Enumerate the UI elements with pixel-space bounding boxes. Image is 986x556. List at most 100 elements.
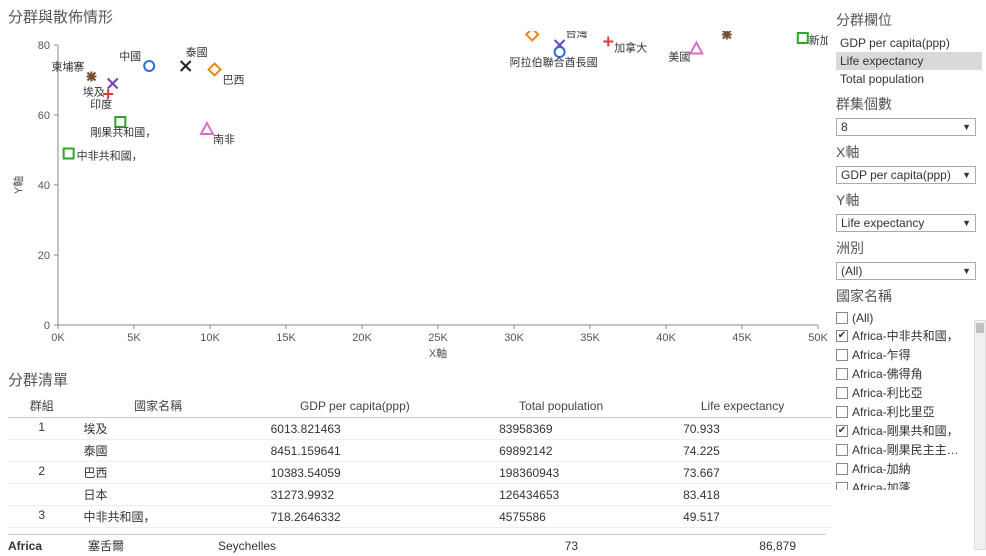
checkbox-icon[interactable] xyxy=(836,444,848,456)
table-row[interactable]: 3中非共和國，718.2646332457558649.517 xyxy=(8,506,832,528)
svg-text:10K: 10K xyxy=(200,332,220,344)
checkbox-icon[interactable]: ✔ xyxy=(836,330,848,342)
group-table: 群組國家名稱GDP per capita(ppp)Total populatio… xyxy=(8,394,832,528)
continent-title: 洲別 xyxy=(836,238,982,258)
bottom-c3: Seychelles xyxy=(218,539,428,553)
svg-text:15K: 15K xyxy=(276,332,296,344)
svg-text:50K: 50K xyxy=(808,332,828,344)
svg-text:柬埔寨: 柬埔寨 xyxy=(51,60,84,74)
country-check-row[interactable]: Africa-利比亞 xyxy=(836,383,976,402)
svg-text:80: 80 xyxy=(38,40,50,52)
bottom-info-strip: Africa 塞舌爾 Seychelles 73 86,879 xyxy=(8,534,826,554)
x-axis-title: X軸 xyxy=(836,142,982,162)
country-label: Africa-剛果共和國， xyxy=(852,422,959,439)
vertical-scrollbar[interactable] xyxy=(974,320,986,550)
svg-text:阿拉伯聯合酋長國: 阿拉伯聯合酋長國 xyxy=(510,55,598,69)
x-axis-value: GDP per capita(ppp) xyxy=(841,168,951,182)
checkbox-icon[interactable] xyxy=(836,312,848,324)
svg-text:40: 40 xyxy=(38,180,50,192)
table-row[interactable]: 1埃及6013.8214638395836970.933 xyxy=(8,418,832,440)
country-label: Africa-佛得角 xyxy=(852,365,923,382)
svg-text:60: 60 xyxy=(38,110,50,122)
table-header: Life expectancy xyxy=(653,394,832,418)
chart-title: 分群與散佈情形 xyxy=(8,6,832,27)
x-axis-select[interactable]: GDP per capita(ppp) ▼ xyxy=(836,166,976,184)
svg-text:加拿大: 加拿大 xyxy=(614,41,647,55)
country-label: Africa-利比亞 xyxy=(852,384,923,401)
table-header: GDP per capita(ppp) xyxy=(241,394,470,418)
svg-text:美國: 美國 xyxy=(668,51,690,64)
checkbox-icon[interactable]: ✔ xyxy=(836,425,848,437)
checkbox-icon[interactable] xyxy=(836,406,848,418)
table-header: Total population xyxy=(469,394,653,418)
country-label: Africa-中非共和國， xyxy=(852,327,959,344)
table-header: 國家名稱 xyxy=(76,394,241,418)
chevron-down-icon: ▼ xyxy=(962,266,971,276)
field-item[interactable]: Total population xyxy=(836,70,982,88)
svg-text:40K: 40K xyxy=(656,332,676,344)
country-list-title: 國家名稱 xyxy=(836,286,982,306)
country-label: Africa-加納 xyxy=(852,460,911,477)
svg-text:45K: 45K xyxy=(732,332,752,344)
table-row[interactable]: 日本31273.993212643465383.418 xyxy=(8,484,832,506)
svg-text:中國: 中國 xyxy=(119,50,141,63)
country-check-row[interactable]: Africa-加蓬 xyxy=(836,478,976,490)
svg-text:巴西: 巴西 xyxy=(223,75,245,87)
checkbox-icon[interactable] xyxy=(836,349,848,361)
svg-text:X軸: X軸 xyxy=(429,346,447,360)
checkbox-icon[interactable] xyxy=(836,368,848,380)
country-checklist[interactable]: (All) ✔ Africa-中非共和國， Africa-乍得 Africa-佛得角 Af… xyxy=(836,310,976,490)
table-header: 群組 xyxy=(8,394,76,418)
bottom-c1: Africa xyxy=(8,539,88,553)
y-axis-select[interactable]: Life expectancy ▼ xyxy=(836,214,976,232)
country-label: Africa-加蓬 xyxy=(852,479,911,490)
country-check-row[interactable]: Africa-剛果民主主… xyxy=(836,440,976,459)
svg-text:0: 0 xyxy=(44,320,50,332)
chevron-down-icon: ▼ xyxy=(962,122,971,132)
svg-text:35K: 35K xyxy=(580,332,600,344)
country-check-row[interactable]: Africa-佛得角 xyxy=(836,364,976,383)
svg-text:25K: 25K xyxy=(428,332,448,344)
bottom-c5: 86,879 xyxy=(618,539,826,553)
continent-value: (All) xyxy=(841,264,862,278)
cluster-count-select[interactable]: 8 ▼ xyxy=(836,118,976,136)
checkbox-icon[interactable] xyxy=(836,463,848,475)
cluster-count-title: 群集個數 xyxy=(836,94,982,114)
country-label: (All) xyxy=(852,311,873,325)
cluster-count-value: 8 xyxy=(841,120,848,134)
svg-text:5K: 5K xyxy=(127,332,141,344)
svg-text:埃及: 埃及 xyxy=(83,85,105,99)
country-check-row[interactable]: ✔ Africa-剛果共和國， xyxy=(836,421,976,440)
table-title: 分群清單 xyxy=(8,369,832,390)
bottom-c2: 塞舌爾 xyxy=(88,537,218,554)
table-row[interactable]: 泰國8451.1596416989214274.225 xyxy=(8,440,832,462)
svg-text:新加坡: 新加坡 xyxy=(809,33,828,47)
continent-select[interactable]: (All) ▼ xyxy=(836,262,976,280)
chevron-down-icon: ▼ xyxy=(962,218,971,228)
country-check-row[interactable]: Africa-利比里亞 xyxy=(836,402,976,421)
country-check-row[interactable]: Africa-乍得 xyxy=(836,345,976,364)
svg-text:剛果共和國，: 剛果共和國， xyxy=(90,126,156,139)
svg-text:20K: 20K xyxy=(352,332,372,344)
table-row[interactable]: 2巴西10383.5405919836094373.667 xyxy=(8,462,832,484)
field-item[interactable]: Life expectancy xyxy=(836,52,982,70)
fields-panel-title: 分群欄位 xyxy=(836,10,982,30)
svg-text:泰國: 泰國 xyxy=(186,45,208,59)
country-label: Africa-利比里亞 xyxy=(852,403,935,420)
svg-text:中非共和國，: 中非共和國， xyxy=(77,150,143,163)
svg-text:台灣: 台灣 xyxy=(566,31,588,40)
country-label: Africa-乍得 xyxy=(852,346,911,363)
svg-text:Y軸: Y軸 xyxy=(11,176,25,194)
country-check-row[interactable]: ✔ Africa-中非共和國， xyxy=(836,326,976,345)
checkbox-icon[interactable] xyxy=(836,482,848,491)
field-item[interactable]: GDP per capita(ppp) xyxy=(836,34,982,52)
scatter-chart[interactable]: 0K5K10K15K20K25K30K35K40K45K50KX軸0204060… xyxy=(8,31,828,361)
checkbox-icon[interactable] xyxy=(836,387,848,399)
svg-text:30K: 30K xyxy=(504,332,524,344)
y-axis-title: Y軸 xyxy=(836,190,982,210)
svg-text:20: 20 xyxy=(38,250,50,262)
chevron-down-icon: ▼ xyxy=(962,170,971,180)
bottom-c4: 73 xyxy=(428,539,618,553)
country-check-row[interactable]: Africa-加納 xyxy=(836,459,976,478)
country-check-row[interactable]: (All) xyxy=(836,310,976,326)
